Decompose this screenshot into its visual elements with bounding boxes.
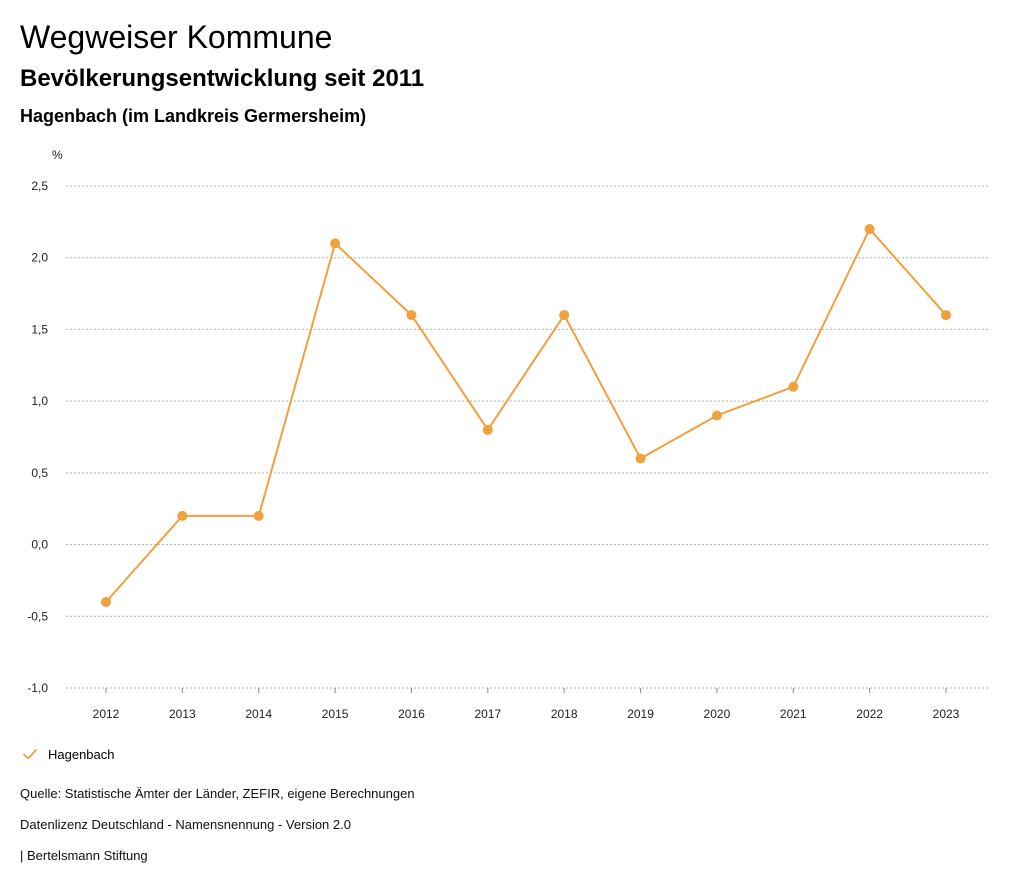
y-axis-unit-label: % (52, 148, 63, 162)
data-point (330, 238, 341, 249)
source-note: Quelle: Statistische Ämter der Länder, Z… (20, 786, 415, 801)
x-tick-label: 2015 (322, 707, 349, 721)
data-point (864, 224, 875, 235)
checkmark-icon (23, 749, 37, 760)
data-point (711, 410, 722, 421)
data-point (253, 510, 264, 521)
data-point (941, 310, 951, 321)
y-tick-label: -1,0 (27, 681, 48, 695)
license-note: Datenlizenz Deutschland - Namensnennung … (20, 817, 351, 832)
x-tick-label: 2014 (245, 707, 272, 721)
x-tick-label: 2021 (780, 707, 807, 721)
data-point (788, 381, 799, 392)
data-point (482, 424, 493, 435)
x-tick-label: 2013 (169, 707, 196, 721)
y-tick-label: 2,5 (31, 179, 48, 193)
x-tick-label: 2018 (551, 707, 578, 721)
y-tick-label: 0,5 (31, 466, 48, 480)
x-axis: 2012 2013 2014 2015 2016 2017 2018 2019 2020 2021… (93, 688, 960, 721)
brand-note: | Bertelsmann Stiftung (20, 848, 148, 863)
series-layer (101, 224, 951, 607)
data-point (559, 310, 570, 321)
x-tick-label: 2022 (856, 707, 883, 721)
legend[interactable]: Hagenbach (22, 744, 115, 764)
x-tick-label: 2012 (93, 707, 120, 721)
y-axis: % -1,0 -0,5 0,0 0,5 1,0 1,5 2,0 2,5 (27, 148, 63, 695)
region-label: Hagenbach (im Landkreis Germersheim) (20, 106, 367, 126)
grid-layer (66, 185, 990, 689)
x-tick-label: 2017 (474, 707, 501, 721)
x-tick-label: 2019 (627, 707, 654, 721)
data-point (101, 596, 111, 607)
data-point (177, 510, 188, 521)
x-tick-label: 2020 (704, 707, 731, 721)
data-point (406, 310, 417, 321)
y-tick-label: -0,5 (27, 609, 48, 623)
data-point (635, 453, 646, 464)
y-tick-label: 1,0 (31, 394, 48, 408)
chart-subtitle: Bevölkerungsentwicklung seit 2011 (20, 65, 425, 92)
line-chart: % -1,0 -0,5 0,0 0,5 1,0 1,5 2,0 2,5 2012 2013 2014… (27, 148, 990, 721)
x-tick-label: 2023 (933, 707, 960, 721)
y-tick-label: 1,5 (31, 322, 48, 336)
legend-item-label: Hagenbach (48, 746, 115, 762)
y-tick-label: 2,0 (31, 251, 48, 265)
x-tick-label: 2016 (398, 707, 425, 721)
series-line (105, 228, 947, 603)
y-tick-label: 0,0 (31, 538, 48, 552)
page-title: Wegweiser Kommune (20, 19, 333, 55)
